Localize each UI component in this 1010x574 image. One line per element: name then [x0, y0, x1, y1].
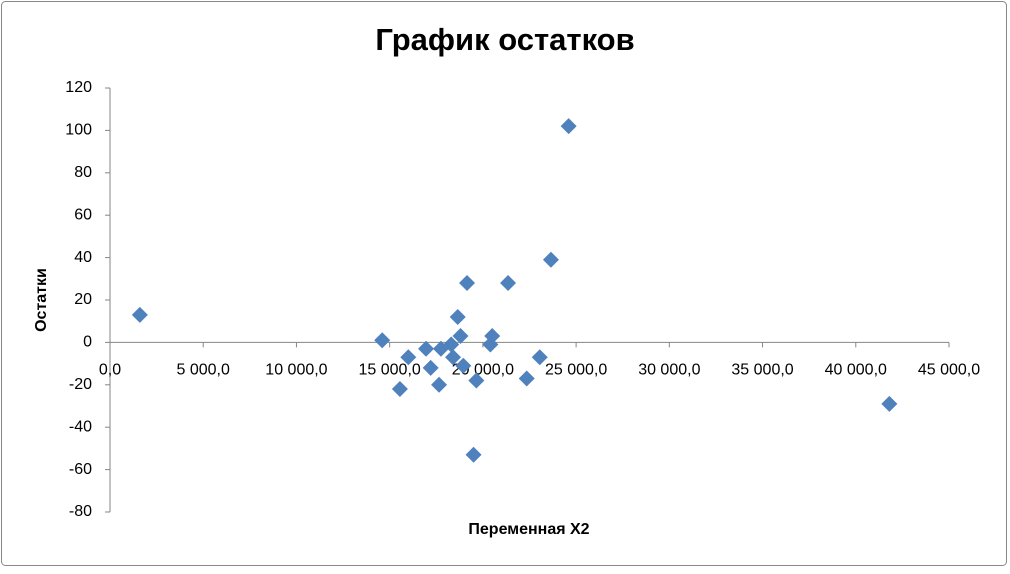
x-tick-label: 40 000,0 — [825, 362, 887, 379]
point — [484, 328, 501, 345]
y-tick-label: 100 — [65, 122, 92, 139]
chart-title: График остатков — [375, 22, 634, 57]
point — [422, 359, 439, 376]
point — [459, 275, 476, 292]
y-tick-label: 0 — [83, 334, 92, 351]
y-tick-label: 20 — [74, 291, 92, 308]
x-tick-label: 15 000,0 — [359, 362, 421, 379]
point — [431, 376, 448, 393]
x-tick-label: 30 000,0 — [638, 362, 700, 379]
y-tick-label: -20 — [69, 376, 92, 393]
point — [418, 340, 435, 357]
point — [443, 336, 460, 353]
x-tick-label: 45 000,0 — [918, 362, 980, 379]
point — [518, 370, 535, 387]
point — [881, 395, 898, 412]
point — [391, 381, 408, 398]
point — [455, 357, 472, 374]
point — [131, 306, 148, 323]
point — [531, 349, 548, 366]
y-tick-label: 60 — [74, 206, 92, 223]
y-tick-label: -80 — [69, 503, 92, 520]
point — [374, 332, 391, 349]
point — [542, 251, 559, 268]
y-tick-label: -60 — [69, 461, 92, 478]
y-tick-label: 80 — [74, 164, 92, 181]
point — [452, 328, 469, 345]
point — [560, 118, 577, 135]
point — [449, 308, 466, 325]
y-tick-label: -40 — [69, 418, 92, 435]
x-tick-label: 35 000,0 — [731, 362, 793, 379]
point — [445, 349, 462, 366]
x-tick-label: 0,0 — [99, 362, 121, 379]
x-axis-label: Переменная X2 — [468, 521, 589, 538]
point — [465, 446, 482, 463]
y-axis-label: Остатки — [33, 268, 50, 332]
point — [400, 349, 417, 366]
point — [468, 372, 485, 389]
point — [500, 275, 517, 292]
y-tick-label: 40 — [74, 249, 92, 266]
x-tick-label: 10 000,0 — [265, 362, 327, 379]
y-tick-label: 120 — [65, 79, 92, 96]
x-tick-label: 25 000,0 — [545, 362, 607, 379]
x-tick-label: 5 000,0 — [177, 362, 230, 379]
